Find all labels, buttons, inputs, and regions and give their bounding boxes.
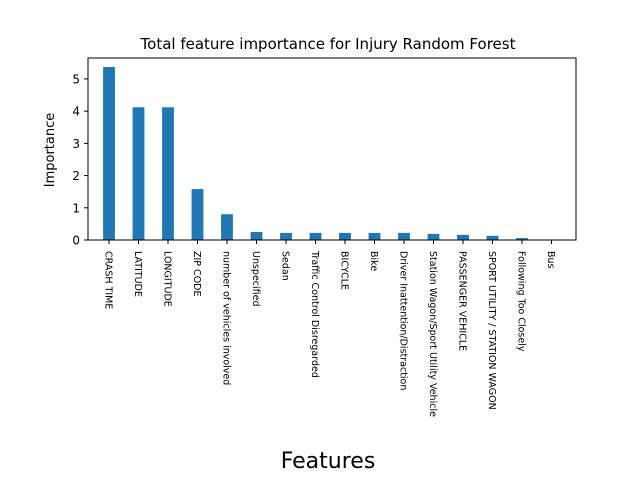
y-tick-label-3: 3 bbox=[72, 137, 80, 151]
x-tick-label-14: Following Too Closely bbox=[516, 251, 527, 352]
bar-10 bbox=[398, 232, 410, 240]
x-axis-label: Features bbox=[281, 449, 376, 474]
bar-3 bbox=[191, 189, 204, 240]
x-tick-label-3: ZIP CODE bbox=[191, 251, 202, 297]
x-tick-label-8: BICYCLE bbox=[339, 251, 350, 290]
bar-1 bbox=[132, 107, 145, 240]
bar-12 bbox=[457, 234, 469, 240]
x-tick-label-1: LATITUDE bbox=[132, 251, 143, 297]
bar-5 bbox=[250, 231, 263, 240]
bar-0 bbox=[103, 67, 115, 241]
y-tick-label-1: 1 bbox=[72, 201, 80, 215]
plot-frame bbox=[87, 57, 577, 241]
bar-13 bbox=[486, 235, 499, 240]
bar-9 bbox=[368, 232, 381, 240]
bar-7 bbox=[309, 232, 322, 240]
x-axis: CRASH TIME LATITUDE LONGITUDE ZIP CODE numbe… bbox=[103, 240, 556, 417]
y-axis-label: Importance bbox=[43, 113, 58, 188]
bar-14 bbox=[516, 238, 528, 240]
bar-6 bbox=[280, 232, 292, 240]
bar-11 bbox=[427, 233, 440, 240]
y-tick-label-2: 2 bbox=[72, 169, 80, 183]
bar-2 bbox=[162, 107, 174, 240]
x-tick-label-9: Bike bbox=[368, 251, 379, 271]
y-axis: 0 1 2 3 4 5 bbox=[72, 72, 88, 248]
y-tick-label-4: 4 bbox=[72, 105, 80, 119]
x-tick-label-12: PASSENGER VEHICLE bbox=[457, 251, 468, 351]
x-tick-label-5: Unspecified bbox=[250, 251, 261, 307]
x-tick-label-15: Bus bbox=[545, 251, 556, 269]
bars-group bbox=[103, 67, 558, 241]
x-tick-label-2: LONGITUDE bbox=[162, 251, 173, 307]
x-tick-label-4: number of vehicles involved bbox=[221, 251, 232, 385]
x-tick-label-11: Station Wagon/Sport Utility Vehicle bbox=[427, 251, 438, 417]
chart-title: Total feature importance for Injury Rand… bbox=[140, 35, 516, 53]
y-tick-label-0: 0 bbox=[72, 234, 80, 248]
x-tick-label-7: Traffic Control Disregarded bbox=[309, 250, 320, 378]
x-tick-label-10: Driver Inattention/Distraction bbox=[398, 251, 409, 390]
x-tick-label-0: CRASH TIME bbox=[103, 251, 114, 309]
x-tick-label-6: Sedan bbox=[280, 251, 291, 281]
y-tick-label-5: 5 bbox=[72, 72, 80, 86]
x-tick-label-13: SPORT UTILITY / STATION WAGON bbox=[486, 251, 497, 410]
bar-4 bbox=[221, 214, 233, 240]
bar-8 bbox=[339, 232, 351, 240]
